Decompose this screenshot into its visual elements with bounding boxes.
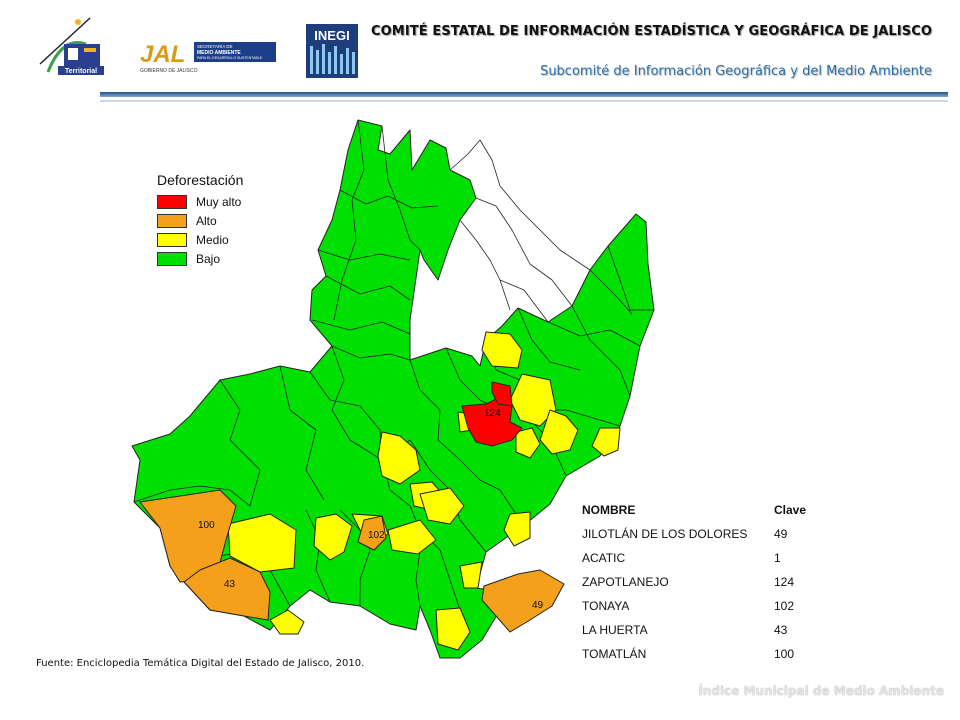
header-title: COMITÉ ESTATAL DE INFORMACIÓN ESTADÍSTIC… xyxy=(371,24,932,39)
table-row: TOMATLÁN 100 xyxy=(582,642,806,666)
region-medio-4 xyxy=(515,427,541,459)
table-row: LA HUERTA 43 xyxy=(582,618,806,642)
table-cell-clave: 1 xyxy=(774,551,781,565)
table-cell-nombre: JILOTLÁN DE LOS DOLORES xyxy=(582,527,748,541)
region-alto-tonaya xyxy=(357,515,387,551)
legend-title: Deforestación xyxy=(157,172,244,188)
map-label-zapotlanejo: 124 xyxy=(484,408,501,419)
table-row: JILOTLÁN DE LOS DOLORES 49 xyxy=(582,522,806,546)
jalisco-deforestation-map: 124 102 100 43 49 xyxy=(131,119,655,659)
svg-text:SECRETARÍA DE: SECRETARÍA DE xyxy=(197,43,233,49)
footer-title: Índice Municipal de Medio Ambiente xyxy=(698,684,944,698)
logo3-text: INEGI xyxy=(314,28,349,43)
map-label-la-huerta: 43 xyxy=(224,579,236,590)
region-medio-16 xyxy=(503,511,531,547)
region-medio-13 xyxy=(227,513,297,573)
region-medio-7 xyxy=(377,431,421,485)
header-subtitle: Subcomité de Información Geográfica y de… xyxy=(540,64,932,79)
region-alto-la-huerta xyxy=(183,557,271,621)
table-cell-nombre: TONAYA xyxy=(582,599,630,613)
legend-item: Alto xyxy=(157,211,243,230)
logo1-text: Territorial xyxy=(65,68,97,75)
table-cell-clave: 100 xyxy=(774,647,795,661)
inegi-logo: INEGI xyxy=(306,24,358,78)
legend-swatch-alto xyxy=(157,213,187,228)
header-divider-shadow xyxy=(100,100,948,102)
legend-item: Bajo xyxy=(157,249,243,268)
table-row: ZAPOTLANEJO 124 xyxy=(582,570,806,594)
region-medio-11 xyxy=(387,519,437,555)
municipality-table: NOMBRE Clave JILOTLÁN DE LOS DOLORES 49 … xyxy=(582,498,806,666)
region-medio-1 xyxy=(481,331,523,369)
legend-swatch-bajo xyxy=(157,251,187,266)
table-row: ACATIC 1 xyxy=(582,546,806,570)
legend-item: Medio xyxy=(157,230,243,249)
table-header-nombre: NOMBRE xyxy=(582,503,636,517)
legend-label: Muy alto xyxy=(196,194,242,209)
region-medio-15 xyxy=(435,607,471,651)
map-legend: Deforestación Muy alto Alto Medio Bajo xyxy=(157,172,243,268)
legend-swatch-medio xyxy=(157,232,187,247)
logo2-text: JAL xyxy=(140,41,185,68)
region-medio-14 xyxy=(269,609,305,635)
table-cell-nombre: ACATIC xyxy=(582,551,626,565)
svg-text:MEDIO AMBIENTE: MEDIO AMBIENTE xyxy=(197,50,241,56)
region-medio-12 xyxy=(419,487,465,525)
source-note: Fuente: Enciclopedia Temática Digital de… xyxy=(36,658,365,669)
table-cell-clave: 124 xyxy=(774,575,795,589)
table-cell-clave: 49 xyxy=(774,527,788,541)
region-medio-3 xyxy=(539,409,579,455)
header-divider xyxy=(100,92,948,97)
legend-label: Alto xyxy=(196,213,217,228)
table-row: TONAYA 102 xyxy=(582,594,806,618)
table-cell-nombre: ZAPOTLANEJO xyxy=(582,575,669,589)
legend-item: Muy alto xyxy=(157,192,243,211)
table-cell-clave: 102 xyxy=(774,599,795,613)
map-label-jilotlan: 49 xyxy=(532,600,544,611)
region-medio-5 xyxy=(591,427,621,457)
map-label-tomatlan: 100 xyxy=(198,520,215,531)
region-medio-9 xyxy=(313,513,353,561)
table-cell-clave: 43 xyxy=(774,623,788,637)
territorial-logo: Territorial xyxy=(38,16,114,88)
region-medio-17 xyxy=(459,561,483,589)
table-header-row: NOMBRE Clave xyxy=(582,498,806,522)
legend-label: Bajo xyxy=(196,251,221,266)
table-header-clave: Clave xyxy=(774,503,807,517)
svg-text:PARA EL DESARROLLO SUSTENTABLE: PARA EL DESARROLLO SUSTENTABLE xyxy=(197,56,263,60)
table-cell-nombre: LA HUERTA xyxy=(582,623,648,637)
svg-text:GOBIERNO DE JALISCO: GOBIERNO DE JALISCO xyxy=(140,68,198,74)
table-cell-nombre: TOMATLÁN xyxy=(582,647,647,661)
jalisco-logo: JAL SECRETARÍA DE MEDIO AMBIENTE PARA EL… xyxy=(138,38,278,78)
legend-swatch-muy-alto xyxy=(157,194,187,209)
region-alto-jilotlan xyxy=(481,569,565,633)
map-label-tonaya: 102 xyxy=(368,530,385,541)
legend-label: Medio xyxy=(196,232,229,247)
